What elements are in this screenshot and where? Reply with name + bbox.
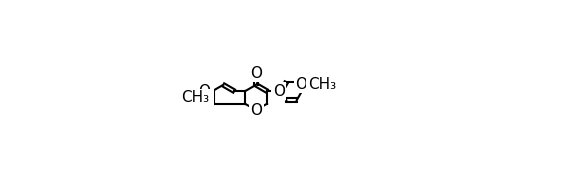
Text: O: O — [250, 103, 262, 118]
Text: O: O — [250, 66, 262, 81]
Text: CH₃: CH₃ — [181, 90, 209, 105]
Text: CH₃: CH₃ — [308, 77, 336, 92]
Text: O: O — [198, 84, 210, 99]
Text: O: O — [295, 77, 307, 92]
Text: O: O — [273, 84, 285, 99]
